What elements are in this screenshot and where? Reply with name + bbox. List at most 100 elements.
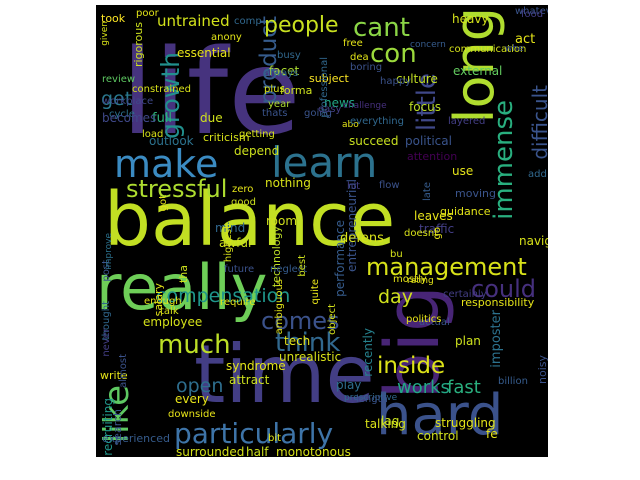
word: attention	[407, 150, 458, 163]
word: bu	[390, 249, 403, 260]
word: busy	[277, 50, 301, 61]
word: management	[366, 253, 527, 281]
word: everything	[350, 116, 404, 127]
word: future	[224, 264, 255, 275]
word: constrained	[132, 84, 191, 95]
word: object	[327, 304, 338, 335]
word-cloud: life balance time really big long hard l…	[96, 5, 548, 457]
word: took	[101, 12, 126, 25]
word: room	[266, 214, 298, 228]
word: neglect	[270, 264, 308, 275]
word: rating	[407, 276, 434, 286]
word: works	[397, 377, 450, 398]
word: leaves	[414, 209, 453, 223]
word: succeed	[349, 134, 399, 148]
word: entrepreneurial	[345, 179, 359, 272]
word: billion	[498, 376, 528, 387]
word: comes	[261, 307, 340, 335]
word: cant	[353, 13, 410, 43]
word: got	[158, 195, 169, 212]
word: outlook	[149, 134, 194, 148]
word: dea	[350, 52, 369, 63]
word: highest	[223, 225, 234, 263]
word: ambiguous	[274, 279, 285, 335]
word: full	[152, 111, 173, 126]
word: con	[370, 39, 417, 69]
word: workplace	[102, 96, 154, 107]
word: fe	[486, 427, 498, 441]
word: tech	[284, 334, 311, 348]
word: stressful	[126, 175, 228, 203]
word: subject	[309, 72, 349, 85]
word: prescriptive	[344, 393, 398, 403]
word: facet	[269, 64, 300, 78]
word: awful	[219, 236, 252, 250]
word: news	[324, 96, 356, 110]
word: boring	[350, 62, 383, 73]
word: given	[100, 21, 110, 46]
word: thats	[262, 108, 288, 119]
word: cycle	[109, 109, 135, 120]
word: review	[102, 74, 136, 85]
word: much	[158, 330, 231, 360]
word: external	[453, 64, 503, 78]
word: late	[422, 182, 433, 201]
word: almost	[118, 354, 129, 388]
word: downside	[168, 409, 216, 420]
word: abo	[342, 120, 359, 130]
word: becomes	[102, 111, 157, 125]
word: traffic	[419, 222, 455, 236]
word: year	[268, 99, 291, 110]
word: play	[336, 378, 362, 392]
word: life	[121, 23, 301, 161]
word: experienced	[102, 432, 170, 445]
word: due	[200, 111, 223, 125]
word: monotonous	[276, 445, 351, 457]
word: hit	[347, 181, 361, 192]
word: search	[111, 409, 124, 446]
word: noisy	[536, 355, 548, 384]
word: essential	[177, 46, 231, 60]
word: happy	[380, 76, 412, 87]
word: difficult	[528, 85, 548, 160]
word: challenge	[343, 101, 387, 111]
word: layered	[448, 116, 486, 127]
word: heavy	[452, 12, 489, 26]
word: certainly	[443, 289, 487, 300]
word: untrained	[157, 12, 230, 30]
word: inside	[377, 353, 446, 379]
word: defens	[340, 231, 384, 246]
word: enough	[144, 296, 182, 307]
word: going	[304, 108, 332, 119]
word: nothing	[265, 176, 311, 190]
word: attract	[229, 373, 270, 387]
word: struggling	[435, 416, 496, 430]
word: use	[452, 164, 474, 178]
word: mind	[215, 221, 246, 235]
word: syndrome	[226, 359, 286, 373]
word: politics	[406, 314, 442, 325]
word: make	[114, 142, 219, 186]
word: mostly	[393, 274, 427, 285]
word: people	[264, 13, 339, 38]
word: act	[515, 32, 536, 47]
word: surrounded	[176, 445, 245, 457]
word: best	[297, 255, 308, 277]
word: unrealistic	[279, 350, 342, 364]
word: load	[142, 129, 164, 140]
word: write	[100, 369, 128, 382]
word: doesnt	[404, 228, 439, 239]
word: get	[101, 88, 133, 110]
word: flow	[379, 180, 400, 191]
word: compensation	[156, 285, 291, 307]
word: plus	[264, 84, 285, 95]
word: communication	[449, 44, 527, 55]
word: depend	[234, 144, 280, 158]
word: open	[176, 375, 224, 397]
word: add	[528, 169, 547, 180]
word: focus	[409, 100, 442, 114]
word: forma	[280, 84, 313, 97]
word: plan	[455, 334, 481, 348]
word: could	[471, 275, 536, 303]
word: really	[96, 251, 268, 324]
